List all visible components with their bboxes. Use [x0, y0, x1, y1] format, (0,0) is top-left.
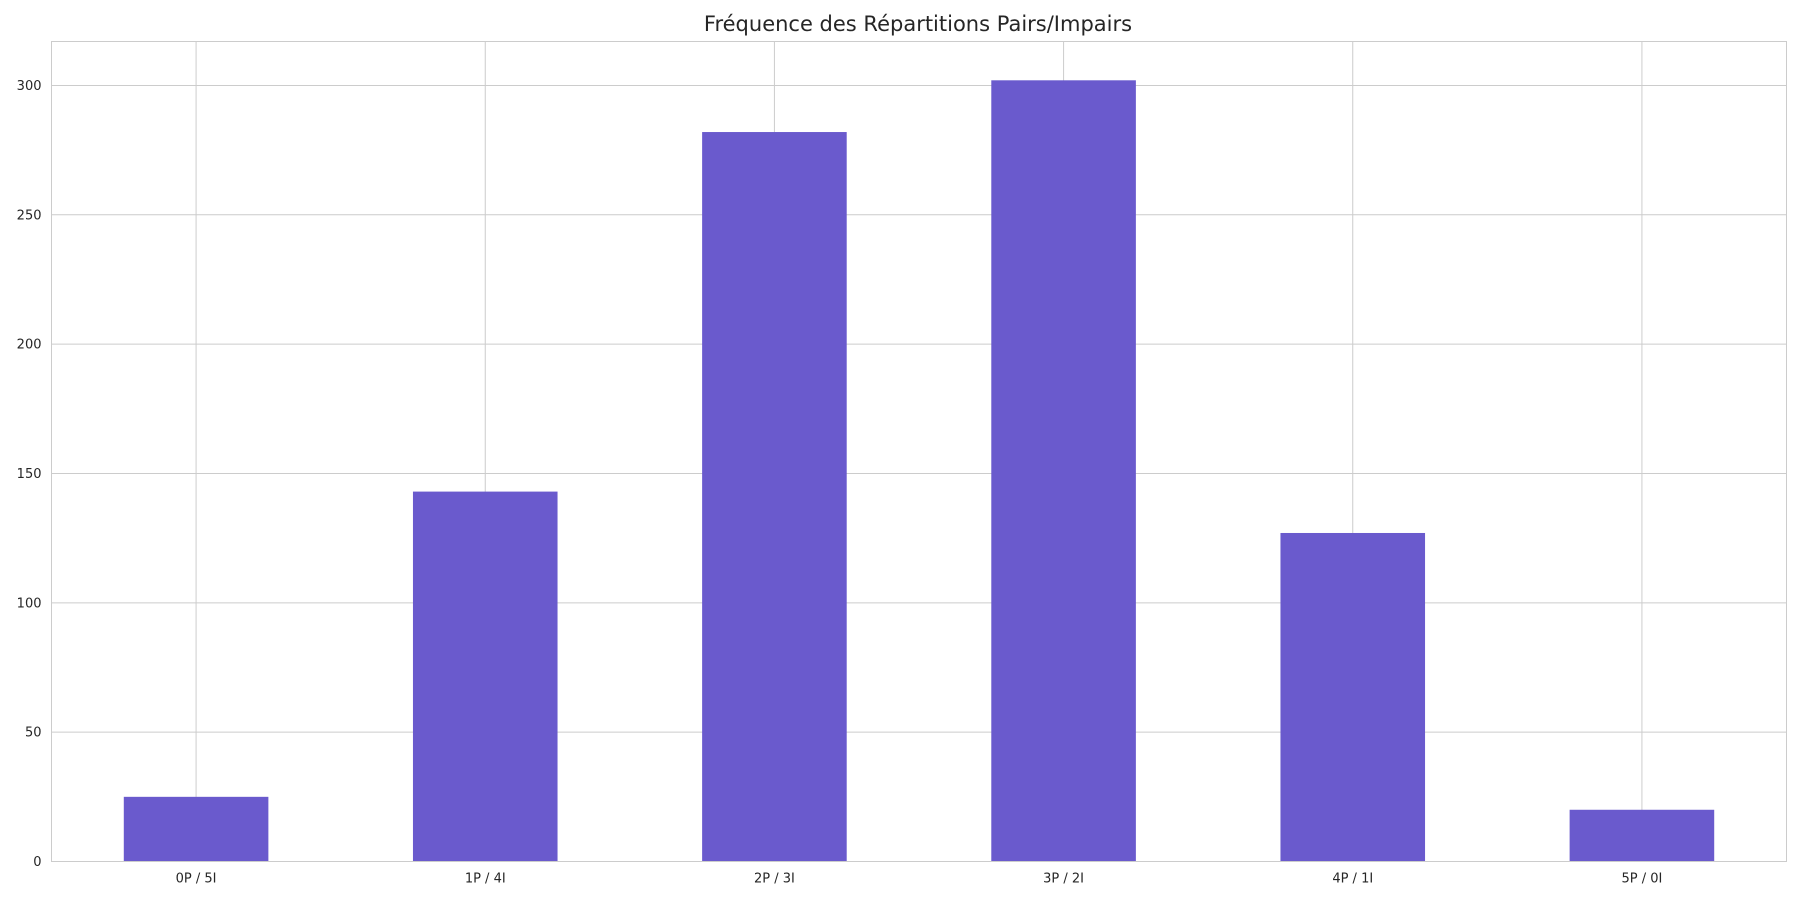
y-tick-label: 50 [25, 726, 42, 741]
grid-layer [51, 41, 1787, 862]
y-tick-label: 200 [17, 338, 42, 353]
bar-4 [1280, 532, 1426, 862]
y-tick-label: 0 [33, 855, 41, 870]
axes-frame [51, 41, 1787, 862]
y-tick-labels: 0 50 100 150 200 250 300 [17, 79, 42, 870]
y-tick-label: 250 [17, 208, 42, 223]
y-tick-label: 300 [17, 79, 42, 94]
x-tick-label: 4P / 1I [1332, 872, 1373, 887]
y-tick-label: 100 [17, 596, 42, 611]
bar-1 [412, 491, 558, 862]
y-tick-label: 150 [17, 467, 42, 482]
bar-5 [1569, 809, 1715, 862]
bar-0 [123, 796, 269, 862]
x-tick-label: 3P / 2I [1043, 872, 1084, 887]
x-tick-label: 1P / 4I [465, 872, 506, 887]
bars-layer [123, 80, 1715, 862]
bar-2 [702, 132, 847, 862]
chart-title: Fréquence des Répartitions Pairs/Impairs [704, 12, 1132, 36]
x-tick-label: 0P / 5I [176, 872, 217, 887]
x-tick-labels: 0P / 5I 1P / 4I 2P / 3I 3P / 2I 4P / 1I 5P / … [176, 872, 1663, 887]
x-tick-label: 5P / 0I [1621, 872, 1662, 887]
x-tick-label: 2P / 3I [754, 872, 795, 887]
bar-3 [991, 80, 1136, 862]
